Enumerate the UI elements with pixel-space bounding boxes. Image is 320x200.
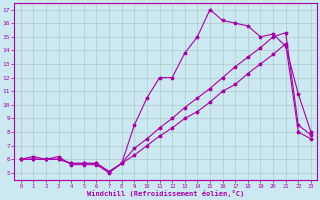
X-axis label: Windchill (Refroidissement éolien,°C): Windchill (Refroidissement éolien,°C) [87, 190, 244, 197]
